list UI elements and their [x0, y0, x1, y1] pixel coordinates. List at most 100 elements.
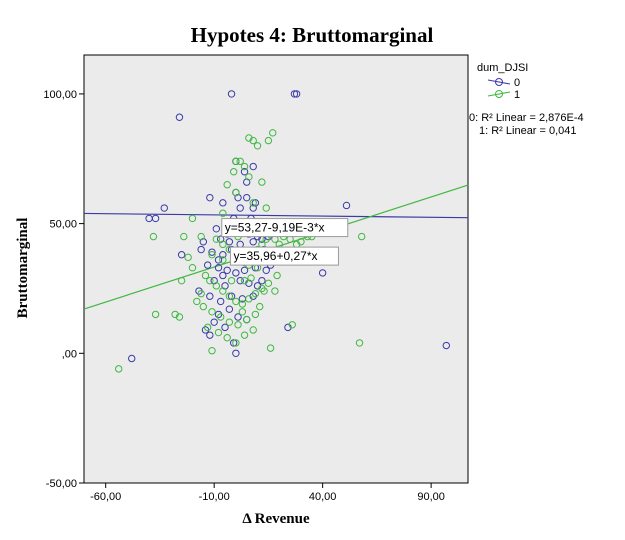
- data-point-series-0: [292, 90, 301, 98]
- y-tick-label: ,00: [62, 348, 77, 360]
- legend-title: dum_DJSI: [477, 62, 528, 74]
- data-point-series-1: [243, 315, 251, 324]
- data-point-series-0: [318, 269, 327, 277]
- data-point-series-0: [221, 323, 229, 332]
- data-point-series-1: [188, 214, 197, 223]
- data-point-series-1: [177, 276, 186, 285]
- data-point-series-0: [177, 251, 186, 259]
- data-point-series-1: [232, 297, 240, 306]
- data-point-series-0: [206, 331, 214, 339]
- fit-line-series-0: [83, 212, 469, 219]
- data-point-series-1: [223, 180, 231, 189]
- data-point-series-1: [208, 251, 216, 259]
- data-point-series-1: [271, 287, 279, 295]
- data-point-series-1: [260, 287, 268, 295]
- data-point-series-1: [245, 295, 253, 303]
- data-point-series-0: [225, 305, 234, 313]
- data-point-series-0: [210, 318, 218, 326]
- data-point-series-1: [264, 279, 273, 287]
- data-point-series-1: [227, 276, 236, 285]
- data-point-series-0: [128, 354, 136, 363]
- data-point-series-1: [288, 321, 296, 329]
- y-tick-label: 50,00: [49, 219, 77, 231]
- data-point-series-0: [227, 292, 236, 300]
- data-point-series-1: [199, 302, 208, 311]
- data-point-series-0: [342, 201, 351, 210]
- data-point-series-0: [262, 266, 270, 274]
- data-point-series-0: [290, 90, 299, 98]
- data-point-series-1: [208, 347, 216, 355]
- data-point-series-0: [203, 261, 212, 269]
- data-point-series-0: [243, 193, 251, 202]
- data-point-series-0: [229, 339, 238, 347]
- legend-label-series-1: 1: [514, 89, 520, 101]
- y-tick-label: -50,00: [46, 478, 77, 490]
- data-point-series-1: [245, 173, 253, 181]
- data-point-series-1: [253, 142, 262, 150]
- fit-equation-box-series-1: [229, 246, 339, 266]
- data-point-series-0: [206, 292, 214, 300]
- data-point-series-1: [236, 157, 244, 166]
- data-point-series-0: [214, 256, 223, 264]
- data-point-series-1: [273, 271, 281, 280]
- x-tick-label: -10,00: [199, 491, 230, 503]
- data-point-series-0: [212, 225, 221, 233]
- chart-title: Hypotes 4: Bruttomarginal: [191, 23, 434, 47]
- data-point-series-1: [355, 339, 364, 347]
- y-axis-label: Bruttomarginal: [15, 218, 31, 319]
- data-point-series-0: [214, 264, 223, 272]
- data-point-series-1: [251, 289, 260, 298]
- data-point-series-1: [234, 321, 242, 329]
- data-point-series-1: [219, 287, 227, 295]
- data-point-series-1: [225, 292, 234, 300]
- data-point-series-1: [197, 289, 205, 298]
- data-point-series-1: [219, 209, 227, 217]
- data-point-series-1: [216, 313, 225, 321]
- legend-fit-note-1: 1: R² Linear = 0,041: [479, 125, 577, 137]
- data-point-series-1: [203, 323, 212, 332]
- legend-line-series-0: [487, 79, 511, 85]
- y-tick-label: 100,00: [43, 89, 77, 101]
- data-point-series-0: [175, 113, 184, 121]
- data-point-series-1: [219, 240, 227, 249]
- data-point-series-1: [212, 235, 221, 243]
- data-point-series-0: [225, 238, 234, 246]
- data-point-series-1: [232, 188, 240, 197]
- data-point-series-1: [229, 168, 238, 176]
- data-point-series-0: [208, 248, 216, 256]
- legend: dum_DJSI 01 0: R² Linear = 2,876E-4 1: R…: [469, 62, 584, 137]
- data-point-series-1: [256, 302, 264, 311]
- data-point-series-0: [223, 266, 231, 274]
- data-point-series-0: [236, 276, 244, 285]
- data-point-series-1: [149, 232, 158, 241]
- data-point-series-1: [184, 253, 192, 262]
- data-point-series-1: [197, 232, 205, 241]
- data-point-series-1: [188, 264, 197, 272]
- data-point-series-1: [357, 232, 366, 241]
- data-point-series-1: [262, 204, 270, 212]
- data-point-series-0: [442, 341, 451, 350]
- data-point-series-1: [238, 300, 247, 308]
- x-tick-label: 40,00: [309, 491, 337, 503]
- legend-label-series-0: 0: [514, 77, 520, 89]
- legend-line-series-1: [487, 91, 511, 97]
- data-point-series-1: [219, 256, 227, 264]
- data-point-series-0: [232, 269, 240, 277]
- data-point-series-0: [240, 168, 249, 176]
- data-point-series-0: [151, 214, 160, 223]
- x-axis-label: Δ Revenue: [242, 511, 310, 527]
- legend-marker-series-1: [495, 90, 503, 98]
- data-point-series-1: [115, 365, 123, 373]
- data-point-series-1: [240, 331, 249, 339]
- data-point-series-1: [223, 334, 231, 342]
- data-point-series-1: [225, 318, 234, 326]
- data-point-series-0: [219, 251, 227, 259]
- x-tick-label: 90,00: [417, 491, 445, 503]
- data-point-series-1: [212, 282, 221, 290]
- fit-equation-series-0: y=53,27-9,19E-3*x: [225, 221, 325, 235]
- data-point-series-0: [236, 204, 244, 212]
- data-point-series-1: [180, 232, 188, 241]
- data-point-series-0: [219, 199, 227, 207]
- data-point-series-1: [266, 344, 275, 352]
- data-point-series-0: [234, 313, 242, 321]
